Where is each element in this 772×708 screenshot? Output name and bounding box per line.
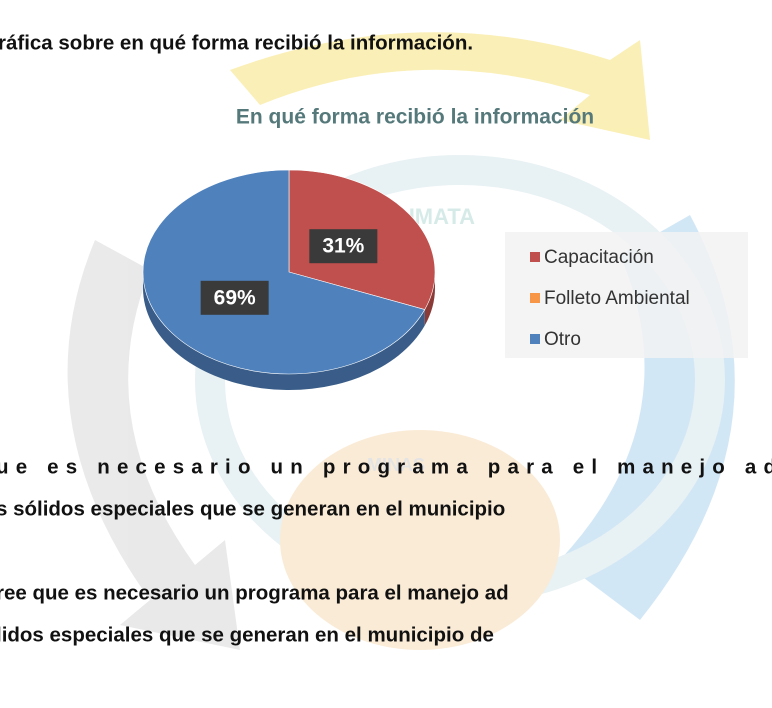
- data-label-box: [309, 229, 378, 264]
- legend-marker: [530, 252, 540, 262]
- paragraph-line: ue es necesario un programa para el mane…: [0, 455, 772, 478]
- data-label-box: [200, 280, 269, 315]
- paragraph-line: ree que es necesario un programa para el…: [0, 581, 509, 604]
- watermark: UMATA MINAS: [67, 32, 735, 650]
- legend-label: Folleto Ambiental: [544, 288, 690, 309]
- data-label: 31%: [322, 235, 364, 258]
- pie-slice: [142, 169, 426, 375]
- pie: 31% 69%: [142, 169, 436, 390]
- data-label: 69%: [214, 286, 256, 309]
- paragraph-line: s sólidos especiales que se generan en e…: [0, 497, 505, 520]
- legend-marker: [530, 334, 540, 344]
- seal-center: [280, 430, 560, 650]
- chart-title: En qué forma recibió la información: [236, 106, 594, 129]
- legend-label: Capacitación: [544, 247, 654, 268]
- paragraph-line: lidos especiales que se generan en el mu…: [0, 623, 494, 646]
- heading: ráfica sobre en qué forma recibió la inf…: [0, 31, 473, 54]
- pie-side: [424, 272, 435, 326]
- legend-label: Otro: [544, 329, 581, 350]
- pie-side: [143, 272, 425, 390]
- watermark-text: MINAS: [367, 455, 425, 475]
- legend-marker: [530, 293, 540, 303]
- legend-box: [505, 232, 748, 358]
- recycle-arrow: [230, 32, 650, 140]
- recycle-arrow: [67, 240, 240, 650]
